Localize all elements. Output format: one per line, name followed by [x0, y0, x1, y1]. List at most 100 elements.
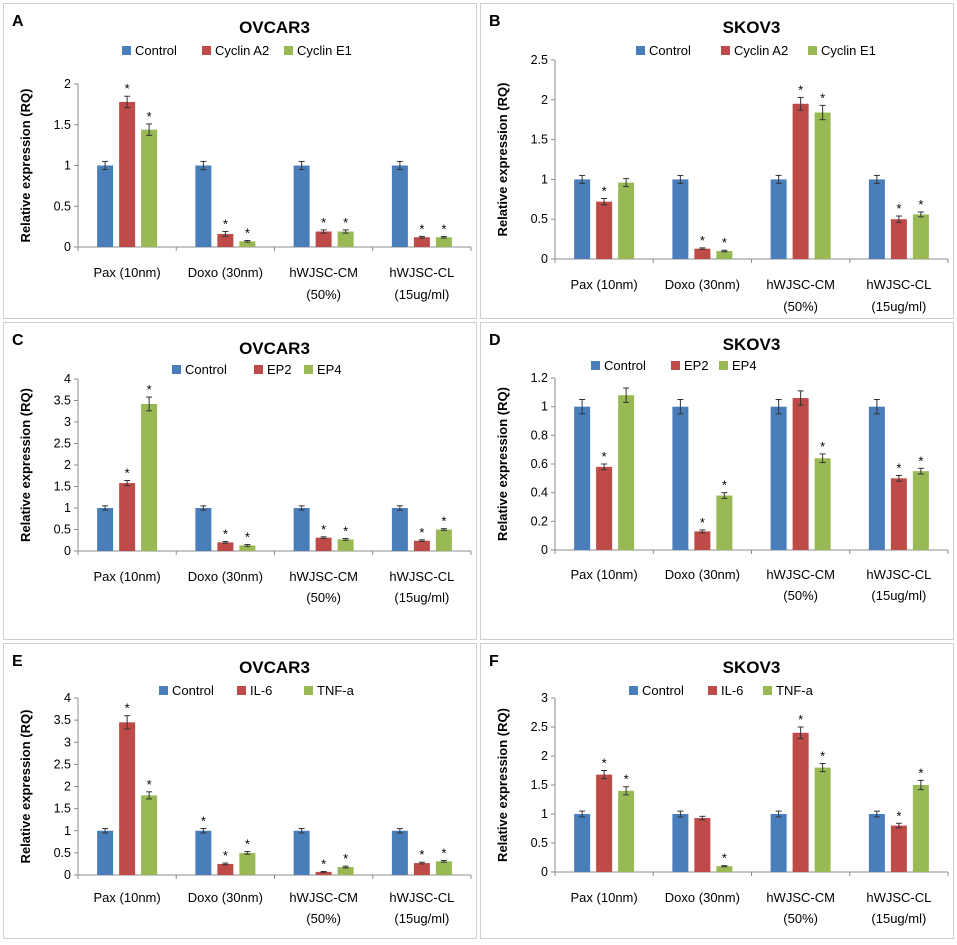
x-category-label: Doxo (30nm) [665, 277, 740, 292]
legend-swatch-tnf-a [763, 686, 772, 695]
legend-swatch-control [159, 686, 168, 695]
y-tick-label: 4 [64, 372, 71, 386]
bar-cyclin-e1 [337, 231, 354, 247]
x-category-label: Doxo (30nm) [188, 890, 263, 905]
significance-marker: * [223, 527, 228, 542]
bar-control [293, 508, 310, 551]
chart-f: F SKOV3 Control IL-6 TNF-a Relative expressio… [489, 653, 949, 926]
bar-cyclin-e1 [814, 112, 831, 259]
bar-cyclin-a2 [315, 231, 332, 247]
x-category-label: Pax (10nm) [571, 890, 638, 905]
bar-ep2 [792, 398, 809, 550]
bar-il-6 [413, 863, 430, 875]
significance-marker: * [700, 515, 705, 530]
y-tick-label: 2 [64, 458, 71, 472]
panel-letter: C [12, 332, 24, 349]
significance-marker: * [896, 460, 901, 475]
x-category-label: Pax (10nm) [94, 265, 161, 280]
significance-marker: * [419, 525, 424, 540]
x-category-label-line2: (50%) [783, 911, 818, 926]
bar-ep2 [596, 466, 613, 550]
legend-swatch-ep2 [671, 361, 680, 370]
x-category-label: hWJSC-CL [389, 890, 454, 905]
legend-swatch-ep4 [719, 361, 728, 370]
x-category-label: hWJSC-CL [866, 567, 931, 582]
bar-cyclin-e1 [618, 182, 635, 259]
legend-swatch-control [636, 46, 645, 55]
bar-ep2 [217, 542, 234, 551]
x-category-label-line2: (15ug/ml) [871, 588, 926, 603]
bar-il-6 [792, 732, 809, 872]
significance-marker: * [602, 184, 607, 199]
panel-d: D SKOV3 Control EP2 EP4 Relative expression (… [480, 322, 954, 640]
legend-label: EP4 [317, 362, 342, 377]
y-tick-label: 0.5 [531, 836, 548, 850]
legend-swatch-il-6 [237, 686, 246, 695]
x-category-label: hWJSC-CL [389, 569, 454, 584]
legend-label: EP4 [732, 358, 757, 373]
bar-control [391, 508, 408, 551]
significance-marker: * [441, 845, 446, 860]
y-tick-label: 2 [541, 93, 548, 107]
panel-letter: F [489, 653, 499, 670]
bar-ep4 [618, 395, 635, 550]
legend-label: Cyclin E1 [821, 43, 876, 58]
y-tick-label: 1 [541, 400, 548, 414]
y-tick-label: 3 [64, 735, 71, 749]
bar-tnf-a [814, 767, 831, 872]
y-tick-label: 0.2 [531, 514, 548, 528]
significance-marker: * [343, 851, 348, 866]
significance-marker: * [700, 233, 705, 248]
panel-letter: D [489, 332, 501, 349]
significance-marker: * [321, 215, 326, 230]
bar-cyclin-e1 [912, 214, 929, 259]
y-tick-label: 1 [541, 172, 548, 186]
y-tick-label: 3 [64, 415, 71, 429]
significance-marker: * [918, 765, 923, 780]
x-category-label-line2: (15ug/ml) [394, 911, 449, 926]
panel-letter: B [489, 13, 501, 30]
chart-c: C OVCAR3 Control EP2 EP4 Relative expression … [12, 332, 472, 605]
legend-label: IL-6 [721, 683, 743, 698]
panel-letter: A [12, 13, 24, 30]
bar-control [195, 165, 212, 247]
bar-cyclin-a2 [119, 101, 136, 248]
panel-e: E OVCAR3 Control IL-6 TNF-a Relative expressi… [3, 643, 477, 939]
y-tick-label: 2.5 [54, 757, 71, 771]
legend-label: Cyclin A2 [215, 43, 269, 58]
bar-cyclin-e1 [141, 129, 158, 247]
legend-label: Cyclin E1 [297, 43, 352, 58]
significance-marker: * [918, 197, 923, 212]
bar-control [293, 165, 310, 247]
bar-ep4 [912, 471, 929, 550]
panel-b: B SKOV3 Control Cyclin A2 Cyclin E1 Relative … [480, 3, 954, 319]
y-tick-label: 0 [541, 865, 548, 879]
significance-marker: * [147, 382, 152, 397]
bar-ep4 [814, 458, 831, 550]
legend-swatch-control [122, 46, 131, 55]
significance-marker: * [441, 514, 446, 529]
y-tick-label: 0.6 [531, 457, 548, 471]
chart-a: A OVCAR3 Control Cyclin A2 Cyclin E1 Relative… [12, 13, 472, 302]
y-tick-label: 0 [64, 868, 71, 882]
y-axis-label: Relative expression (RQ) [495, 83, 510, 237]
y-tick-label: 1 [541, 807, 548, 821]
significance-marker: * [820, 439, 825, 454]
bar-cyclin-a2 [596, 201, 613, 259]
chart-title: OVCAR3 [239, 658, 310, 677]
chart-title: SKOV3 [723, 658, 781, 677]
y-tick-label: 0.4 [531, 486, 548, 500]
significance-marker: * [820, 749, 825, 764]
legend-swatch-il-6 [708, 686, 717, 695]
chart-title: SKOV3 [723, 18, 781, 37]
significance-marker: * [125, 701, 130, 716]
x-category-label: Doxo (30nm) [665, 567, 740, 582]
bar-il-6 [890, 825, 907, 872]
bar-ep2 [315, 537, 332, 551]
bar-control [293, 830, 310, 875]
panel-letter: E [12, 653, 23, 670]
bar-control [195, 508, 212, 551]
x-category-label: Pax (10nm) [571, 277, 638, 292]
bar-cyclin-e1 [435, 237, 452, 247]
y-tick-label: 2 [64, 77, 71, 91]
